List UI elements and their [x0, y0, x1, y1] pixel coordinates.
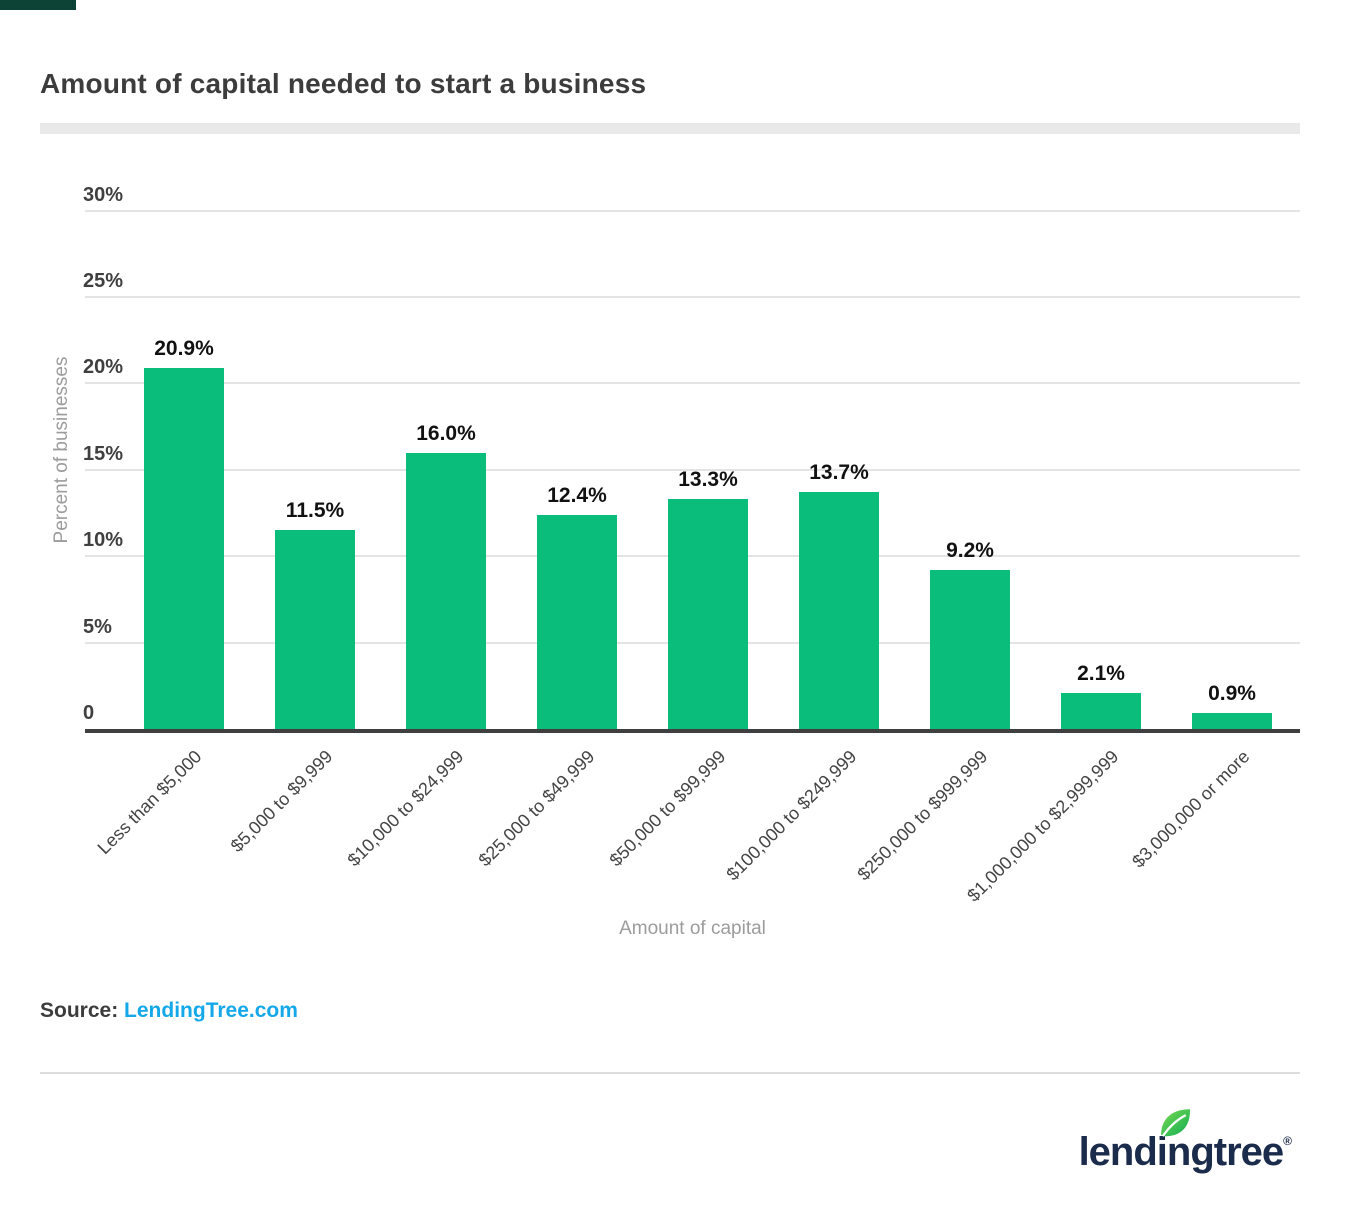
bar [1192, 713, 1272, 729]
y-axis-tick-label: 0 [83, 702, 95, 724]
bar-value-label: 11.5% [285, 499, 345, 523]
x-axis-line [85, 729, 1300, 733]
bar-value-label: 2.1% [1077, 661, 1125, 685]
x-axis-category-label: $25,000 to $49,999 [474, 746, 599, 871]
y-axis-tick-label: 25% [83, 270, 124, 292]
bar [799, 492, 879, 729]
y-axis-title: Percent of businesses [51, 356, 72, 544]
top-accent-bar [0, 0, 76, 10]
x-axis-category-label: $5,000 to $9,999 [226, 746, 337, 856]
bar-value-label: 12.4% [547, 483, 607, 507]
plot-area: 30% 25% 20% 15% 10% 5% 0 20.9% 11.5% 16.0% 12.4% 13… [83, 170, 1300, 729]
y-axis-tick-label: 15% [83, 442, 124, 465]
gridline [85, 296, 1300, 298]
bar-value-label: 13.7% [809, 461, 869, 485]
x-axis-labels: Less than $5,000 $5,000 to $9,999 $10,000 … [85, 733, 1300, 923]
x-axis-category-label: $50,000 to $99,999 [605, 746, 730, 871]
logo-registered-mark: ® [1283, 1134, 1292, 1148]
gridline [85, 209, 1300, 212]
y-axis-tick-label: 20% [83, 356, 124, 379]
gridline [85, 382, 1300, 385]
x-axis-category-label: $1,000,000 to $2,999,999 [963, 746, 1123, 906]
title-underline [40, 123, 1300, 134]
x-axis-category-label: $100,000 to $249,999 [722, 746, 861, 885]
chart-title: Amount of capital needed to start a busi… [40, 68, 647, 99]
x-axis-category-label: $10,000 to $24,999 [343, 746, 468, 871]
source-label: Source: [40, 999, 119, 1022]
bar [144, 367, 224, 729]
bar-value-label: 9.2% [946, 539, 994, 563]
source-row: Source: LendingTree.com [40, 999, 298, 1023]
bar [668, 499, 748, 729]
bar-value-label: 0.9% [1208, 682, 1256, 706]
bar [1061, 692, 1141, 729]
source-link[interactable]: LendingTree.com [124, 999, 298, 1022]
y-axis-tick-label: 10% [83, 529, 124, 552]
bar [930, 570, 1010, 729]
lendingtree-logo: lendingtree® [1078, 1109, 1292, 1190]
x-axis-category-label: Less than $5,000 [93, 746, 206, 859]
bar [537, 514, 617, 729]
bar-value-label: 16.0% [416, 421, 476, 445]
logo-text: lendingtree [1078, 1130, 1285, 1174]
y-axis-tick-label: 30% [83, 183, 124, 206]
footer-divider [40, 1072, 1300, 1074]
bar-value-label: 13.3% [678, 468, 738, 492]
y-axis-tick-label: 5% [83, 615, 112, 638]
x-axis-category-label: $250,000 to $999,999 [853, 746, 992, 885]
x-axis-title: Amount of capital [619, 918, 766, 939]
bar [275, 530, 355, 729]
gridline [85, 468, 1300, 471]
x-axis-category-label: $3,000,000 or more [1128, 746, 1254, 872]
leaf-icon [1160, 1109, 1190, 1137]
bar-value-label: 20.9% [154, 336, 214, 360]
bar [406, 452, 486, 729]
